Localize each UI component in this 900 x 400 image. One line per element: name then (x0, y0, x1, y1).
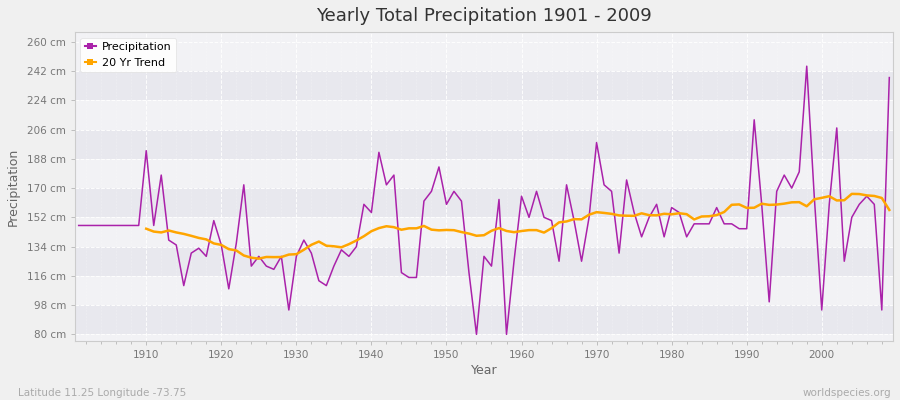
Text: Latitude 11.25 Longitude -73.75: Latitude 11.25 Longitude -73.75 (18, 388, 186, 398)
Bar (75, 246, 893, 276)
Legend: Precipitation, 20 Yr Trend: Precipitation, 20 Yr Trend (80, 38, 176, 72)
Title: Yearly Total Precipitation 1901 - 2009: Yearly Total Precipitation 1901 - 2009 (316, 7, 652, 25)
Bar (75, 305, 893, 334)
Bar (75, 188, 893, 217)
Y-axis label: Precipitation: Precipitation (7, 147, 20, 226)
Text: worldspecies.org: worldspecies.org (803, 388, 891, 398)
X-axis label: Year: Year (471, 364, 498, 377)
Bar (75, 71, 893, 100)
Bar (75, 130, 893, 159)
